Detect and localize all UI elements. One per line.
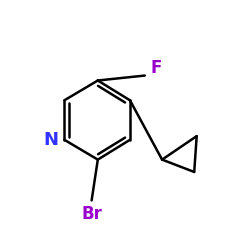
Text: N: N [43, 131, 58, 149]
Text: F: F [150, 59, 162, 77]
Text: Br: Br [81, 205, 102, 223]
